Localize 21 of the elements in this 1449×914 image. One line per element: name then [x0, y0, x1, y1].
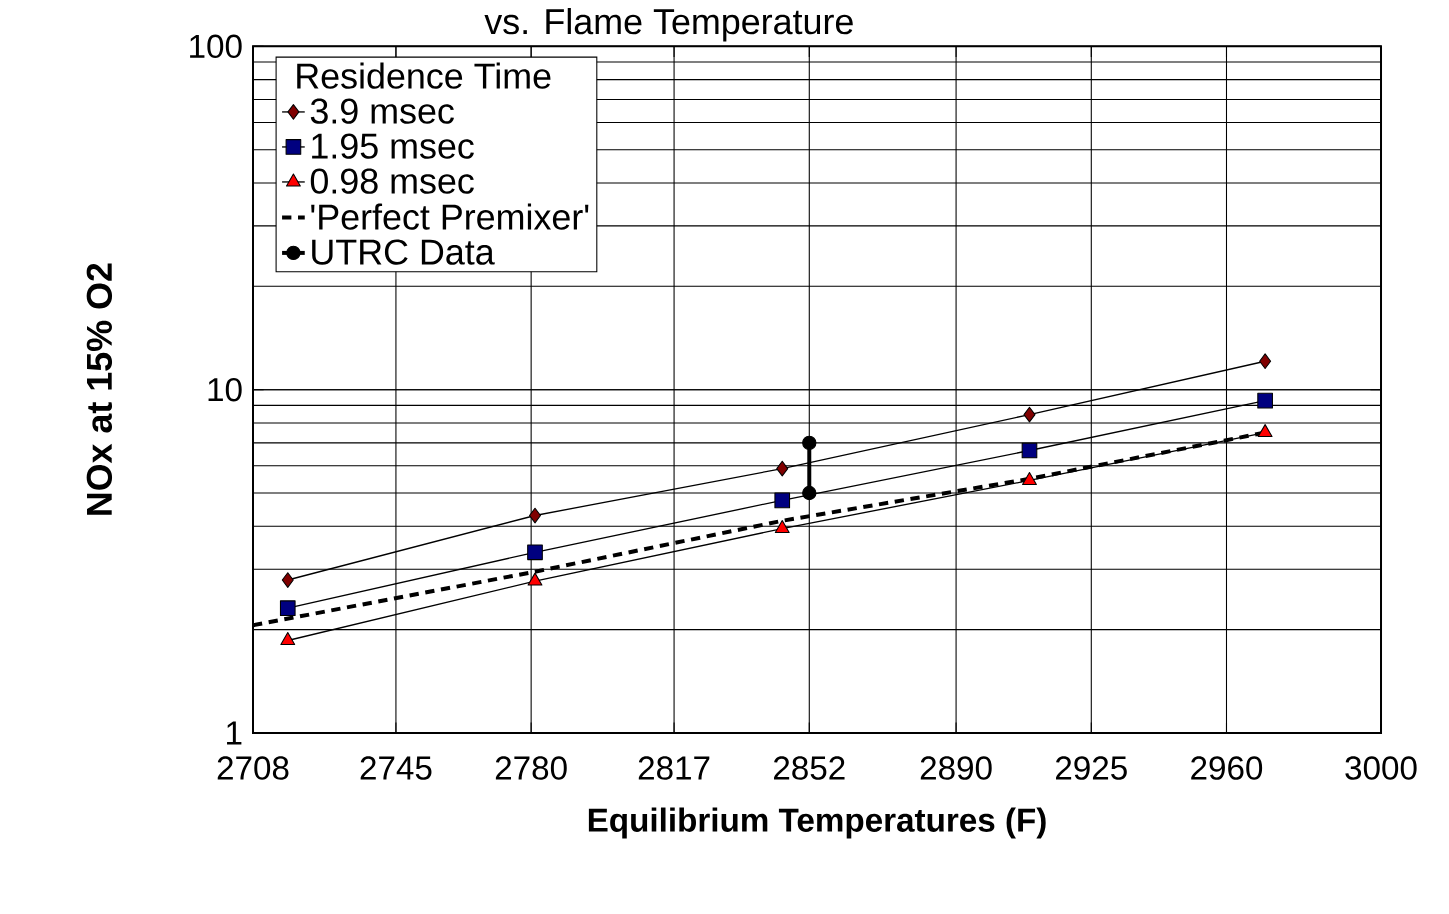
x-tick-label: 2890 [920, 756, 992, 780]
y-tick-label: 10 [208, 377, 242, 402]
x-tick-label: 2960 [1191, 756, 1263, 780]
legend-label: 0.98 msec [310, 168, 474, 194]
x-axis-title: Equilibrium Temperatures (F) [588, 807, 1046, 839]
legend-label: 'Perfect Premixer' [311, 203, 589, 230]
x-tick-label: 2708 [217, 756, 289, 780]
y-tick-label: 100 [190, 34, 242, 59]
x-tick-label: 2780 [495, 756, 567, 780]
x-tick-label: 2745 [360, 756, 432, 780]
chart-title: vs. Flame Temperature [484, 8, 853, 42]
x-tick-label: 2925 [1056, 756, 1127, 780]
y-tick-label: 1 [227, 721, 242, 745]
legend-label: 3.9 msec [310, 98, 454, 124]
y-axis-title: NOx at 15% O2 [86, 263, 113, 515]
legend-label: 1.95 msec [312, 133, 474, 159]
legend-title: Residence Time [297, 62, 551, 89]
x-tick-label: 2852 [774, 756, 845, 780]
x-tick-label: 3000 [1345, 756, 1417, 780]
legend-label: UTRC Data [312, 239, 495, 265]
x-tick-label: 2817 [638, 756, 710, 780]
